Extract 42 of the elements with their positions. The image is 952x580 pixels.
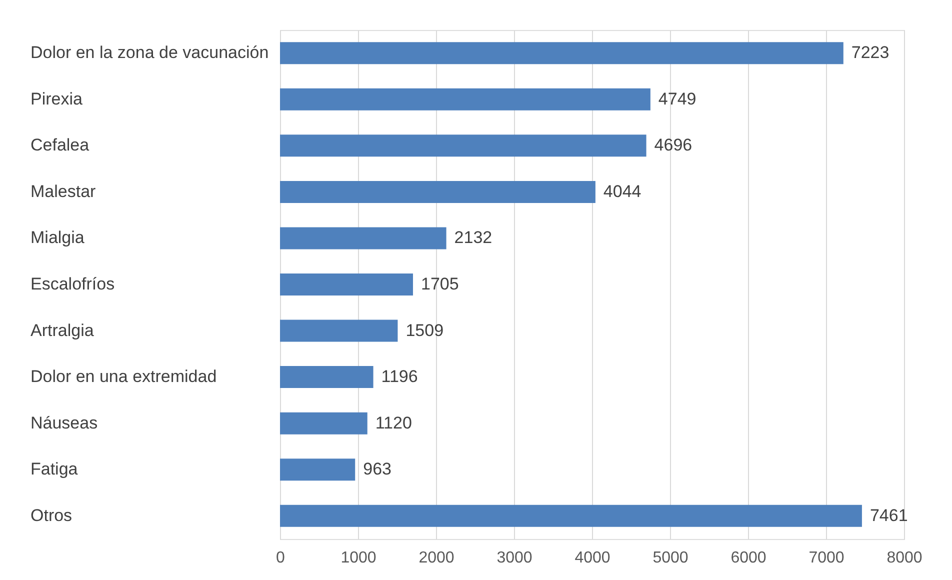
x-tick-label: 1000 bbox=[340, 550, 376, 566]
x-tick-label: 2000 bbox=[418, 550, 454, 566]
data-label: 7223 bbox=[851, 43, 890, 62]
x-tick-label: 7000 bbox=[808, 550, 844, 566]
bar bbox=[280, 88, 650, 110]
bar bbox=[280, 412, 368, 434]
data-label: 7461 bbox=[870, 506, 908, 525]
y-tick-label: Fatiga bbox=[30, 460, 78, 479]
data-label: 1196 bbox=[381, 367, 418, 386]
data-label: 4749 bbox=[658, 89, 696, 108]
bar bbox=[280, 458, 356, 481]
x-tick-label: 5000 bbox=[652, 550, 688, 566]
data-label: 1120 bbox=[375, 413, 412, 432]
data-label: 1705 bbox=[420, 274, 459, 294]
y-tick-label: Escalofríos bbox=[30, 274, 115, 294]
y-tick-label: Dolor en una extremidad bbox=[30, 367, 217, 386]
data-label: 4696 bbox=[654, 136, 692, 155]
bar bbox=[280, 366, 374, 388]
bar bbox=[280, 504, 862, 527]
bar bbox=[280, 180, 596, 203]
y-tick-label: Pirexia bbox=[30, 89, 84, 108]
x-tick-label: 3000 bbox=[496, 550, 532, 566]
data-label: 1509 bbox=[406, 320, 444, 340]
data-label: 4044 bbox=[603, 182, 642, 201]
y-tick-label: Cefalea bbox=[30, 136, 90, 155]
x-tick-label: 8000 bbox=[886, 550, 922, 566]
bar bbox=[280, 42, 844, 64]
y-tick-label: Náuseas bbox=[30, 413, 98, 432]
bar bbox=[280, 134, 646, 157]
y-tick-label: Artralgia bbox=[30, 320, 94, 340]
y-tick-label: Otros bbox=[30, 506, 72, 525]
x-tick-label: 6000 bbox=[730, 550, 766, 566]
x-tick-label: 4000 bbox=[574, 550, 610, 566]
data-label: 963 bbox=[363, 460, 392, 479]
bar bbox=[280, 274, 413, 296]
bar bbox=[280, 320, 398, 342]
y-tick-label: Malestar bbox=[30, 182, 96, 201]
x-tick-label: 0 bbox=[276, 550, 286, 566]
y-tick-label: Dolor en la zona de vacunación bbox=[30, 43, 269, 62]
data-label: 2132 bbox=[454, 228, 492, 248]
bar bbox=[280, 227, 446, 250]
y-tick-label: Mialgia bbox=[30, 228, 85, 248]
